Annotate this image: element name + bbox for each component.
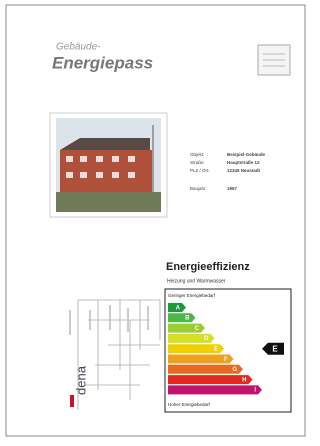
- info-label: PLZ / Ort:: [190, 168, 210, 173]
- building-photo: [50, 113, 167, 217]
- info-label: Objekt:: [190, 152, 204, 157]
- scale-top-label: Geringer Energiebedarf: [168, 293, 216, 298]
- class-letter: C: [195, 326, 200, 332]
- class-bar: [168, 385, 262, 394]
- info-value: Hauptstraße 12: [227, 160, 260, 165]
- class-letter: E: [214, 346, 218, 352]
- info-label: Baujahr:: [190, 186, 207, 191]
- scale-bottom-label: Hoher Energiebedarf: [168, 402, 211, 407]
- class-bar: [168, 375, 253, 384]
- info-label: Straße:: [190, 160, 205, 165]
- class-letter: D: [204, 336, 209, 342]
- class-letter: A: [176, 305, 181, 311]
- class-bar: [168, 324, 205, 333]
- class-letter: G: [232, 367, 237, 373]
- document: Gebäude- Energiepass Objekt: Beispiel-Ge…: [0, 0, 312, 441]
- dena-mark: [70, 395, 74, 407]
- page: Gebäude- Energiepass Objekt: Beispiel-Ge…: [0, 0, 312, 441]
- class-letter: B: [185, 316, 190, 322]
- class-letter: F: [224, 357, 228, 363]
- title-line1: Gebäude-: [56, 42, 101, 53]
- dena-logo: dena: [73, 365, 88, 395]
- class-letter: H: [242, 377, 246, 383]
- logo-box: [258, 45, 290, 75]
- rating-letter: E: [272, 344, 278, 353]
- class-bar: [168, 313, 196, 322]
- info-value: Beispiel-Gebäude: [227, 152, 266, 157]
- efficiency-title: Energieeffizienz: [166, 261, 250, 273]
- info-value: 12345 Neustadt: [227, 168, 261, 173]
- efficiency-subtitle: Heizung und Warmwasser: [167, 278, 226, 284]
- info-value: 1967: [227, 186, 238, 191]
- title-line2: Energiepass: [52, 53, 153, 72]
